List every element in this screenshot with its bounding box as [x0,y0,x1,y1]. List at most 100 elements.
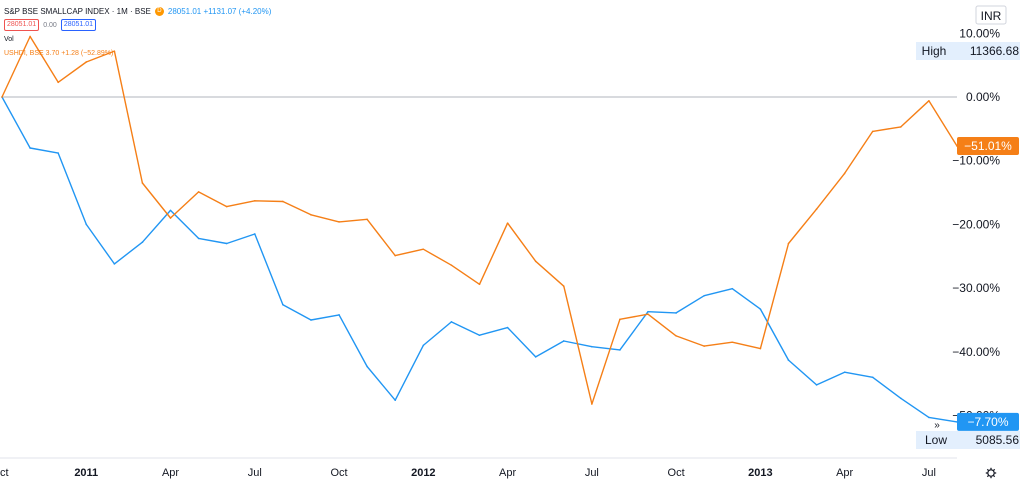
data-point [703,345,706,347]
currency-button[interactable] [975,5,1007,25]
y-tick-label: −20.00% [952,217,1000,231]
data-point [871,376,874,379]
gear-tooth [993,468,996,471]
low-label: Low [925,433,947,447]
data-point [253,233,256,235]
data-point [310,214,312,216]
data-point [57,152,59,154]
x-tick-label: Apr [836,467,853,479]
data-point [29,35,31,38]
data-point [113,50,116,52]
series-line-0[interactable] [1,96,958,423]
data-point [85,223,88,226]
x-tick-label: 2013 [748,467,772,479]
data-point [928,416,930,419]
data-point [225,205,228,208]
data-point [197,237,200,240]
gear-icon[interactable] [985,467,997,479]
data-point [338,314,340,316]
last-value-label: −51.01% [964,139,1012,153]
data-point [338,221,340,223]
x-tick-label: Oct [668,467,685,479]
data-point [619,318,621,321]
data-point [731,341,734,344]
data-point [506,326,509,329]
data-point [57,81,59,84]
y-tick-label: −10.00% [952,154,1000,168]
x-tick-label: Jul [248,467,262,479]
data-point [366,365,368,368]
data-point [759,308,762,310]
last-value-tag-bg [957,412,1019,431]
compare-series-line[interactable]: USHDI, BSE 3.70 +1.28 (−52.89%) [4,49,114,57]
high-marker [916,42,1020,60]
data-point [534,356,537,358]
volume-row: Vol [4,32,271,46]
data-point [731,287,734,290]
data-point [506,222,509,224]
last-value-tag: −51.01% [957,137,1019,156]
last-value-label: −7.70% [967,415,1008,429]
currency-label: INR [981,9,1002,23]
data-point [843,371,846,373]
x-tick-label: ct [0,467,9,479]
y-tick-label: −40.00% [952,345,1000,359]
double-chevron-right-icon[interactable]: » [934,420,940,431]
data-point [478,334,481,337]
series-line-1[interactable] [1,35,958,405]
price-row: 28051.01 0.00 28051.01 [4,18,271,32]
data-point [619,349,621,351]
data-point [225,242,228,245]
data-point [253,200,256,202]
data-point [113,263,116,265]
data-point [562,285,565,287]
data-point [1,96,3,98]
data-point [759,347,762,350]
data-point [815,384,818,386]
data-point [534,260,537,263]
data-point [787,242,790,245]
y-tick-label: −30.00% [952,281,1000,295]
data-point [169,217,172,219]
data-point [900,397,902,400]
data-point [282,200,284,203]
x-tick-label: 2011 [74,467,98,479]
data-point [450,264,453,266]
data-point [900,126,902,128]
bid-box[interactable]: 28051.01 [4,19,40,31]
low-value: 5085.56 [976,433,1020,447]
last-value-tag-bg [957,137,1019,156]
mode-badge[interactable]: D [154,6,164,16]
symbol-title[interactable]: S&P BSE SMALLCAP INDEX · 1M · BSE [4,6,151,16]
data-point [394,254,397,257]
y-tick-label: 0.00% [966,90,1000,104]
data-point [591,403,593,405]
x-tick-label: Oct [330,467,347,479]
data-point [675,312,677,314]
x-tick-label: 2012 [411,467,435,479]
gear-ring [987,469,995,477]
x-tick-label: Jul [922,467,936,479]
gear-tooth [986,475,989,478]
data-point [422,344,425,347]
ask-box[interactable]: 28051.01 [60,19,97,31]
x-tick-label: Apr [499,467,516,479]
data-point [282,303,284,306]
data-point [478,283,481,286]
x-tick-label: Apr [162,467,179,479]
data-point [843,172,846,175]
data-point [647,310,649,313]
data-point [141,241,144,244]
data-point [85,61,88,63]
high-label: High [922,44,947,58]
last-value-tag: −7.70% [957,412,1019,431]
data-point [815,208,818,210]
y-tick-label: 10.00% [959,26,1000,40]
data-point [169,209,172,212]
volume-label[interactable]: Vol [4,35,14,43]
data-point [591,345,593,348]
data-point [703,294,706,297]
data-point [366,218,368,221]
